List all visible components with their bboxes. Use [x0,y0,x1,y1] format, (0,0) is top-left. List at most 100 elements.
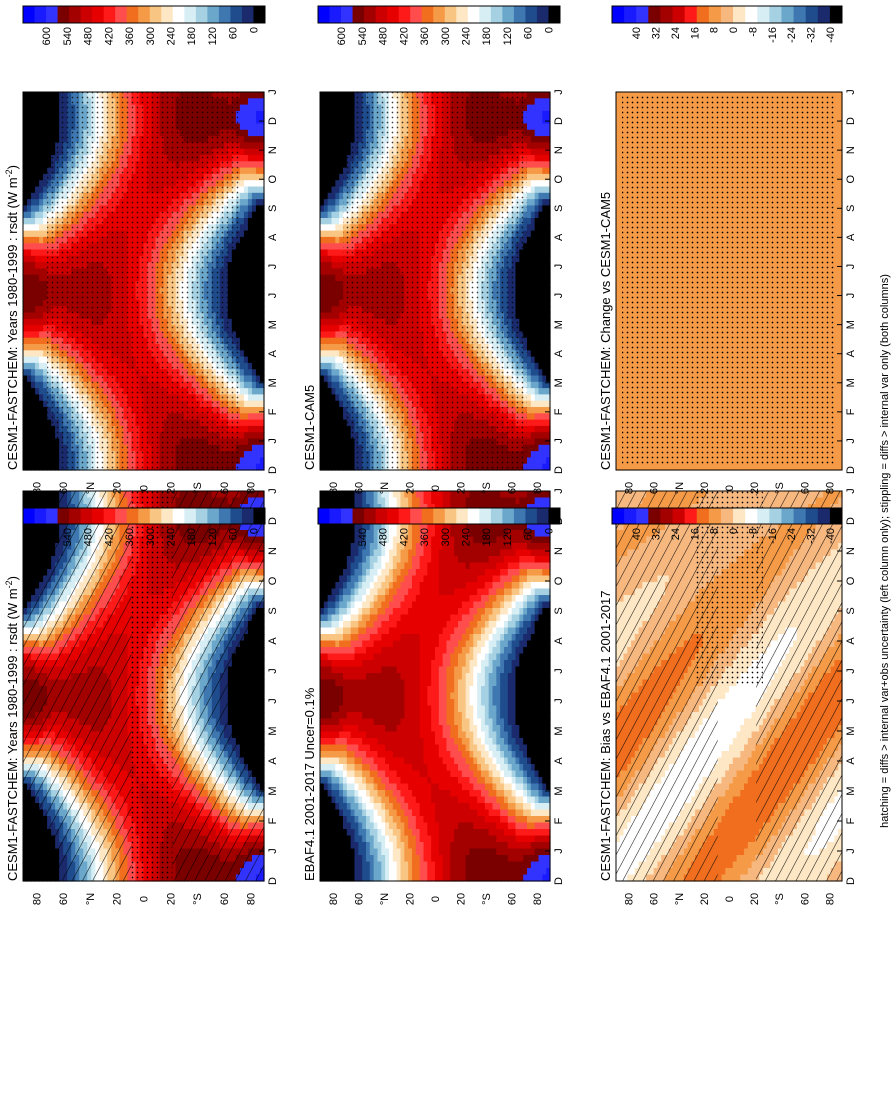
field-cell [23,117,28,124]
field-cell [27,319,32,326]
field-cell [43,350,48,357]
month-tick-label: M [267,786,279,795]
colorbar-swatch [46,508,58,524]
field-cell [43,180,48,187]
colorbar-swatch [81,508,93,524]
field-cell [23,369,28,376]
field-cell [27,350,32,357]
field-cell [43,193,48,200]
field-cell [31,363,36,370]
field-cell [31,432,36,439]
field-cell [35,331,40,338]
field-cell [31,231,36,238]
field-cell [43,187,48,194]
field-cell [35,287,40,294]
field-cell [39,212,44,219]
lat-tick-label: 20 [112,893,124,905]
field-cell [39,432,44,439]
field-cell [31,218,36,225]
field-cell [43,369,48,376]
field-cell [23,111,28,118]
field-cell [43,451,48,458]
month-tick-label: N [267,547,279,555]
field-cell [31,369,36,376]
field-cell [43,111,48,118]
field-cell [39,268,44,275]
field-cell [43,262,48,269]
field-cell [27,231,32,238]
field-cell [31,300,36,307]
field-cell [43,149,48,156]
field-cell [27,193,32,200]
field-cell [43,306,48,313]
field-cell [35,420,40,427]
field-cell [43,294,48,301]
field-cell [23,155,28,162]
field-cell [27,268,32,275]
field-cell [27,105,32,112]
field-cell [23,231,28,238]
field-cell [23,268,28,275]
field-cell [43,426,48,433]
field-cell [35,92,40,99]
field-cell [43,382,48,389]
field-cell [39,193,44,200]
field-cell [35,256,40,263]
colorbar-tick-label: 360 [124,528,136,546]
field-cell [43,445,48,452]
field-cell [35,319,40,326]
field-cell [35,174,40,181]
field-cell [27,294,32,301]
field-cell [35,413,40,420]
field-cell [35,250,40,257]
field-cell [31,382,36,389]
field-cell [35,445,40,452]
field-cell [23,394,28,401]
field-cell [39,344,44,351]
colorbar-tick-label: 300 [145,528,157,546]
field-cell [43,319,48,326]
field-cell [23,136,28,143]
field-cell [35,136,40,143]
field-cell [35,363,40,370]
field-cell [27,413,32,420]
colorbar-swatch [219,508,231,524]
field-cell [23,193,28,200]
field-cell [27,369,32,376]
field-cell [39,130,44,137]
field-cell [39,168,44,175]
field-cell [35,426,40,433]
field-cell [31,294,36,301]
field-cell [31,136,36,143]
field-cell [23,124,28,131]
field-cell [39,388,44,395]
month-tick-label: F [267,817,279,824]
field-cell [31,457,36,464]
field-cell [27,457,32,464]
field-cell [35,382,40,389]
field-cell [43,407,48,414]
field-cell [39,350,44,357]
field-cell [43,363,48,370]
field-cell [43,401,48,408]
field-cell [35,180,40,187]
field-cell [35,111,40,118]
field-cell [31,407,36,414]
field-cell [31,357,36,364]
field-cell [39,92,44,99]
field-cell [43,432,48,439]
field-cell [27,130,32,137]
field-cell [23,105,28,112]
field-cell [43,231,48,238]
colorbar-tick-label: 600 [41,528,53,546]
field-cell [39,306,44,313]
field-cell [27,124,32,131]
month-tick-label: S [267,607,279,614]
field-cell [31,287,36,294]
field-cell [39,376,44,383]
field-cell [35,187,40,194]
field-cell [23,281,28,288]
field-cell [43,338,48,345]
hatch-region [23,491,131,881]
field-cell [27,287,32,294]
